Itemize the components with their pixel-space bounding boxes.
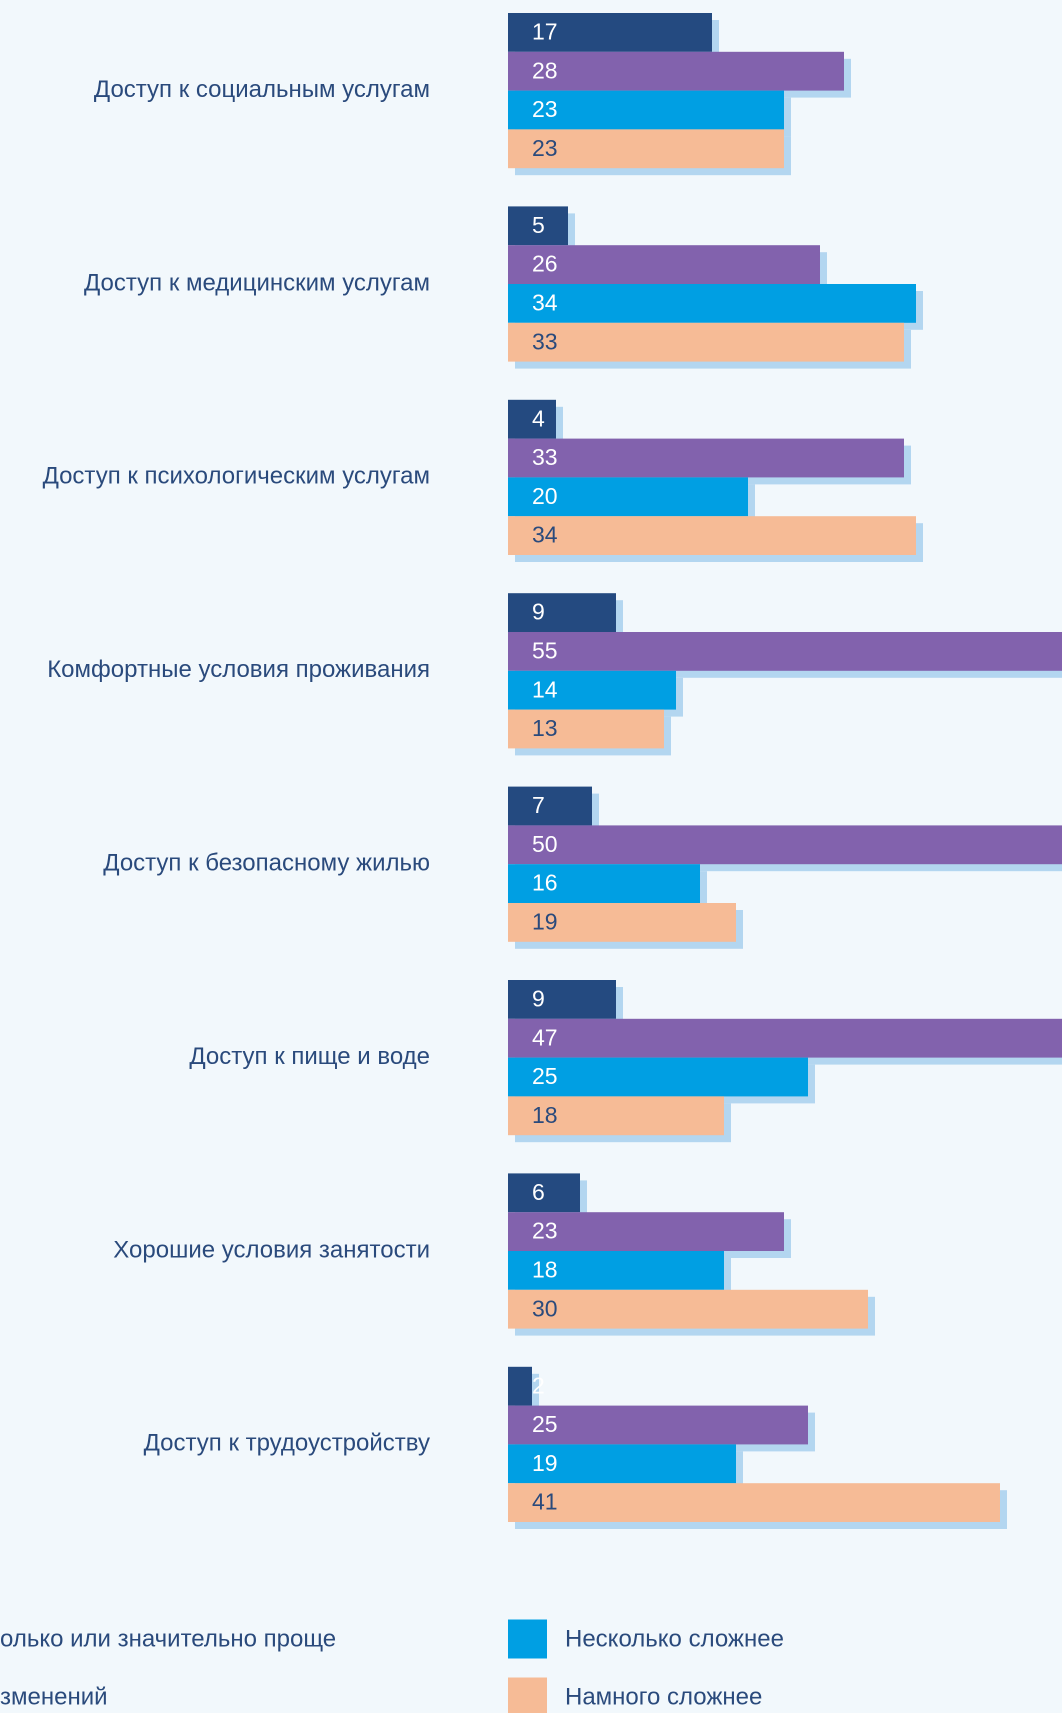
bar [508, 516, 916, 555]
category-label: Доступ к безопасному жилью [103, 850, 430, 877]
bar [508, 129, 784, 169]
bar [508, 903, 736, 942]
bar [508, 1057, 808, 1097]
value-label: 19 [532, 908, 558, 934]
bar [508, 1018, 1062, 1058]
bar [508, 709, 664, 749]
bar [508, 593, 616, 632]
bar [508, 206, 568, 246]
bar [508, 825, 1062, 865]
value-label: 20 [532, 483, 558, 509]
category-label: Доступ к медицинским услугам [84, 269, 430, 296]
legend-label: олько или значительно проще [0, 1625, 336, 1652]
bar [508, 90, 784, 130]
bar [508, 670, 676, 710]
legend-swatch [508, 1677, 547, 1713]
value-label: 23 [532, 96, 558, 122]
value-label: 50 [532, 831, 558, 857]
bar [508, 51, 844, 91]
legend-label: Несколько сложнее [565, 1625, 784, 1652]
bar [508, 1096, 724, 1136]
bar [508, 786, 592, 826]
bar [508, 1366, 532, 1406]
value-label: 4 [532, 405, 545, 431]
value-label: 9 [532, 599, 545, 625]
bar [508, 632, 1062, 671]
legend-swatch [508, 1619, 547, 1659]
bar [508, 1251, 724, 1290]
bar [508, 477, 748, 517]
value-label: 16 [532, 870, 558, 896]
category-label: Комфортные условия проживания [47, 656, 430, 683]
legend-label: зменений [0, 1683, 108, 1710]
legend-label: Намного сложнее [565, 1683, 762, 1710]
value-label: 26 [532, 251, 558, 277]
value-label: 23 [532, 135, 558, 161]
value-label: 34 [532, 289, 558, 315]
value-label: 2 [532, 1372, 545, 1398]
category-label: Доступ к психологическим услугам [43, 463, 430, 490]
category-label: Доступ к пище и воде [189, 1043, 430, 1070]
bar [508, 399, 556, 439]
value-label: 25 [532, 1411, 558, 1437]
value-label: 6 [532, 1179, 545, 1205]
value-label: 55 [532, 637, 558, 663]
bar [508, 980, 616, 1019]
category-label: Доступ к трудоустройству [144, 1430, 430, 1457]
value-label: 41 [532, 1489, 558, 1515]
value-label: 18 [532, 1256, 558, 1282]
bar [508, 864, 700, 903]
bar [508, 1483, 1000, 1522]
value-label: 19 [532, 1450, 558, 1476]
bar [508, 438, 904, 478]
bar [508, 1405, 808, 1445]
category-label: Доступ к социальным услугам [94, 76, 430, 103]
value-label: 30 [532, 1295, 558, 1321]
value-label: 33 [532, 444, 558, 470]
category-label: Хорошие условия занятости [113, 1236, 430, 1263]
value-label: 34 [532, 522, 558, 548]
value-label: 13 [532, 715, 558, 741]
value-label: 23 [532, 1218, 558, 1244]
value-label: 5 [532, 212, 545, 238]
bar [508, 284, 916, 323]
value-label: 33 [532, 328, 558, 354]
value-label: 9 [532, 985, 545, 1011]
value-label: 14 [532, 676, 558, 702]
value-label: 25 [532, 1063, 558, 1089]
value-label: 47 [532, 1024, 558, 1050]
value-label: 17 [532, 18, 558, 44]
bar [508, 13, 712, 52]
value-label: 28 [532, 57, 558, 83]
bar [508, 1289, 868, 1329]
bar [508, 1173, 580, 1213]
bar [508, 245, 820, 284]
bar [508, 1212, 784, 1251]
bar [508, 322, 904, 362]
value-label: 7 [532, 792, 545, 818]
value-label: 18 [532, 1102, 558, 1128]
bar [508, 1444, 736, 1484]
